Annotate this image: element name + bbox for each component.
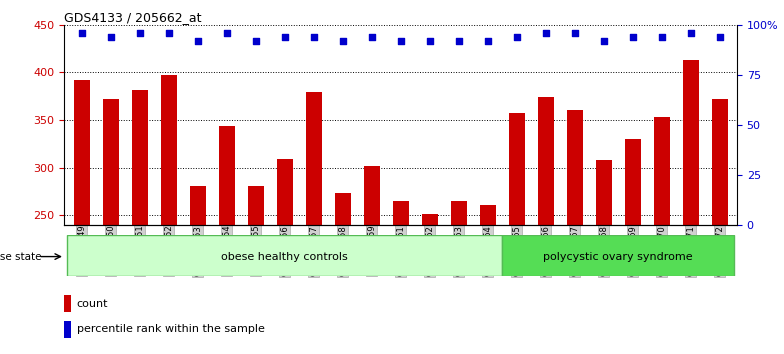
- Bar: [683, 60, 699, 225]
- Bar: [567, 110, 583, 225]
- Point: [713, 34, 726, 40]
- Bar: [654, 117, 670, 225]
- Bar: [277, 159, 292, 225]
- Bar: [712, 99, 728, 225]
- Bar: [74, 80, 89, 225]
- Bar: [190, 186, 205, 225]
- Text: count: count: [77, 299, 108, 309]
- Point: [75, 30, 88, 36]
- Point: [191, 38, 204, 44]
- Point: [307, 34, 320, 40]
- Point: [481, 38, 494, 44]
- Point: [394, 38, 407, 44]
- Point: [655, 34, 668, 40]
- Text: polycystic ovary syndrome: polycystic ovary syndrome: [543, 252, 693, 262]
- Point: [249, 38, 262, 44]
- Point: [452, 38, 465, 44]
- Point: [423, 38, 436, 44]
- Point: [626, 34, 639, 40]
- Bar: [248, 186, 263, 225]
- Bar: [103, 99, 118, 225]
- Bar: [219, 126, 234, 225]
- Point: [539, 30, 552, 36]
- Bar: [502, 235, 734, 276]
- Bar: [625, 139, 641, 225]
- Bar: [480, 205, 495, 225]
- Bar: [422, 214, 437, 225]
- Point: [510, 34, 523, 40]
- Bar: [509, 113, 524, 225]
- Bar: [596, 160, 612, 225]
- Bar: [451, 201, 466, 225]
- Point: [684, 30, 697, 36]
- Bar: [64, 295, 71, 312]
- Bar: [67, 235, 502, 276]
- Point: [162, 30, 175, 36]
- Bar: [538, 97, 554, 225]
- Bar: [132, 91, 147, 225]
- Text: GDS4133 / 205662_at: GDS4133 / 205662_at: [64, 11, 201, 24]
- Point: [336, 38, 349, 44]
- Point: [133, 30, 146, 36]
- Point: [220, 30, 233, 36]
- Point: [365, 34, 378, 40]
- Point: [568, 30, 581, 36]
- Bar: [306, 92, 321, 225]
- Bar: [335, 193, 350, 225]
- Text: obese healthy controls: obese healthy controls: [221, 252, 348, 262]
- Bar: [64, 321, 71, 338]
- Point: [278, 34, 291, 40]
- Bar: [364, 166, 379, 225]
- Text: percentile rank within the sample: percentile rank within the sample: [77, 324, 265, 334]
- Point: [104, 34, 117, 40]
- Text: disease state: disease state: [0, 252, 41, 262]
- Point: [597, 38, 610, 44]
- Bar: [393, 201, 408, 225]
- Bar: [161, 75, 176, 225]
